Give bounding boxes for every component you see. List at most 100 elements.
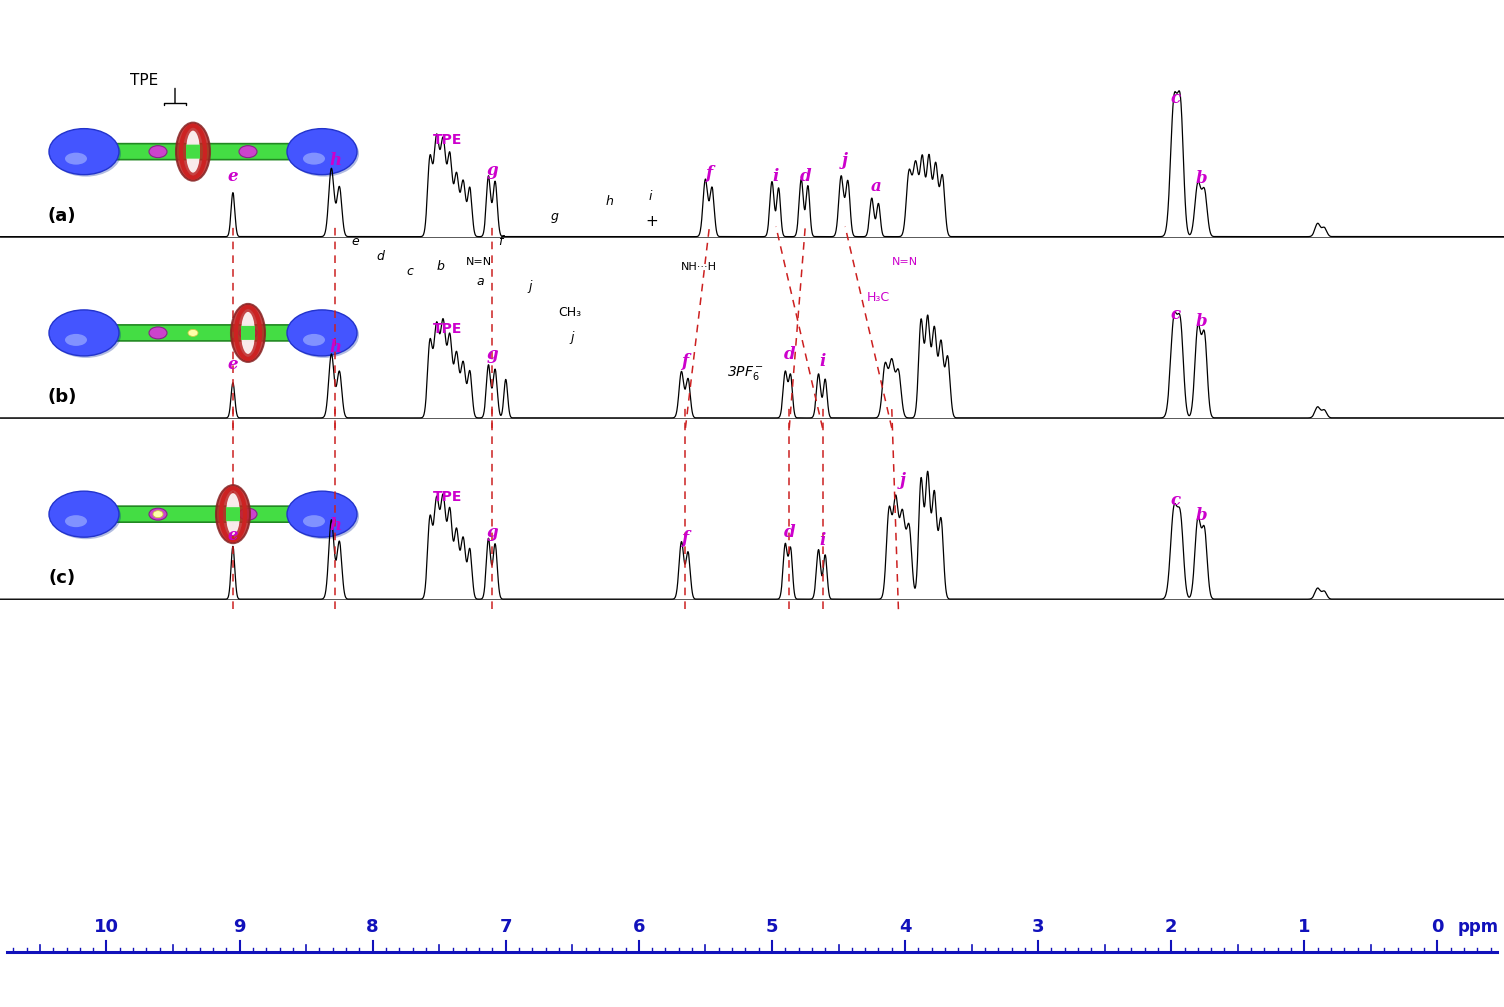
Text: ppm: ppm	[1457, 917, 1498, 936]
Ellipse shape	[239, 509, 257, 521]
Text: H₃C: H₃C	[866, 291, 890, 303]
Text: TPE: TPE	[129, 74, 158, 88]
Text: j: j	[842, 152, 848, 168]
Text: c: c	[1170, 90, 1181, 107]
FancyBboxPatch shape	[114, 144, 292, 160]
Ellipse shape	[153, 511, 162, 518]
FancyBboxPatch shape	[241, 326, 256, 340]
Ellipse shape	[149, 146, 167, 158]
Ellipse shape	[176, 123, 211, 180]
Text: f: f	[681, 352, 689, 370]
Text: N=N: N=N	[466, 257, 492, 267]
Text: g: g	[487, 525, 498, 541]
Text: a: a	[871, 177, 881, 194]
Text: 4: 4	[899, 917, 911, 936]
Ellipse shape	[50, 491, 119, 537]
Ellipse shape	[302, 516, 325, 528]
Text: e: e	[227, 355, 238, 373]
Ellipse shape	[232, 304, 265, 362]
Text: f: f	[498, 236, 502, 248]
Text: 3: 3	[1032, 917, 1044, 936]
Text: 2: 2	[1166, 917, 1178, 936]
Text: e: e	[227, 528, 238, 544]
Ellipse shape	[51, 131, 120, 176]
Text: 10: 10	[93, 917, 119, 936]
Text: j: j	[570, 331, 575, 343]
Text: d: d	[784, 525, 796, 541]
Text: g: g	[487, 346, 498, 363]
Text: c: c	[1170, 306, 1181, 323]
Text: b: b	[436, 261, 444, 273]
Text: i: i	[648, 190, 651, 202]
Text: c: c	[1170, 492, 1181, 510]
Text: NH···H: NH···H	[681, 262, 717, 272]
Ellipse shape	[287, 310, 356, 355]
Bar	[0, 0, 1504, 624]
Ellipse shape	[65, 153, 87, 165]
Ellipse shape	[50, 310, 119, 355]
Ellipse shape	[287, 129, 356, 174]
Text: 3PF$_6^-$: 3PF$_6^-$	[726, 364, 764, 382]
Ellipse shape	[51, 312, 120, 357]
Ellipse shape	[188, 329, 199, 336]
Text: d: d	[376, 251, 384, 263]
Text: TPE: TPE	[433, 322, 462, 336]
Text: CH₃: CH₃	[558, 306, 581, 318]
FancyBboxPatch shape	[114, 507, 292, 523]
Ellipse shape	[65, 516, 87, 528]
Text: h: h	[329, 152, 341, 168]
Ellipse shape	[217, 485, 250, 543]
Text: N=N: N=N	[892, 257, 917, 267]
Text: 1: 1	[1298, 917, 1310, 936]
Text: j: j	[899, 472, 905, 489]
FancyBboxPatch shape	[186, 145, 200, 159]
Ellipse shape	[65, 334, 87, 346]
Text: i: i	[773, 167, 779, 184]
Text: g: g	[487, 162, 498, 178]
Ellipse shape	[289, 131, 359, 176]
Text: c: c	[406, 266, 414, 278]
Ellipse shape	[302, 334, 325, 346]
Ellipse shape	[289, 493, 359, 539]
Ellipse shape	[186, 131, 200, 172]
Text: +: +	[645, 214, 659, 229]
FancyBboxPatch shape	[226, 508, 241, 522]
Text: h: h	[606, 195, 614, 207]
Ellipse shape	[287, 491, 356, 537]
Text: i: i	[820, 352, 826, 370]
Text: h: h	[329, 339, 341, 355]
Ellipse shape	[51, 493, 120, 539]
FancyBboxPatch shape	[114, 325, 292, 341]
Ellipse shape	[50, 129, 119, 174]
Text: f: f	[705, 165, 713, 181]
Text: j: j	[528, 281, 532, 293]
Ellipse shape	[239, 327, 257, 339]
Text: TPE: TPE	[433, 490, 462, 505]
Text: a: a	[477, 276, 484, 288]
Text: e: e	[350, 236, 359, 248]
Ellipse shape	[149, 327, 167, 339]
Text: d: d	[784, 346, 796, 363]
Text: g: g	[550, 210, 559, 223]
Text: 9: 9	[233, 917, 245, 936]
Text: (b): (b)	[47, 388, 77, 406]
Text: TPE: TPE	[433, 133, 462, 147]
Text: e: e	[227, 167, 238, 184]
Ellipse shape	[289, 312, 359, 357]
Ellipse shape	[241, 312, 256, 353]
Text: 6: 6	[633, 917, 645, 936]
Text: (a): (a)	[48, 206, 77, 225]
Ellipse shape	[239, 146, 257, 158]
Ellipse shape	[226, 493, 241, 535]
Text: h: h	[329, 518, 341, 534]
Text: d: d	[800, 167, 811, 184]
Text: b: b	[1196, 313, 1208, 330]
Text: f: f	[681, 530, 689, 547]
Text: b: b	[1196, 169, 1208, 186]
Text: i: i	[820, 532, 826, 549]
Text: 0: 0	[1432, 917, 1444, 936]
Ellipse shape	[302, 153, 325, 165]
Text: (c): (c)	[48, 569, 75, 587]
Text: 5: 5	[766, 917, 778, 936]
Text: 7: 7	[499, 917, 511, 936]
